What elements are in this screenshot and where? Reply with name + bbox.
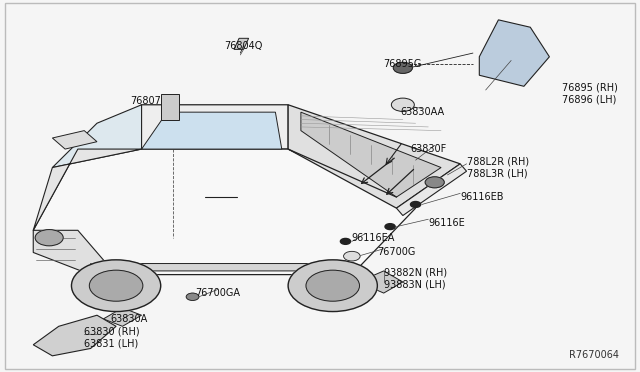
Text: 63830F: 63830F <box>410 144 447 154</box>
Text: 96116E: 96116E <box>428 218 465 228</box>
Text: 63830AA: 63830AA <box>400 107 444 117</box>
Text: R7670064: R7670064 <box>570 350 620 359</box>
Text: 76895G: 76895G <box>383 59 422 69</box>
Circle shape <box>394 62 412 73</box>
Circle shape <box>186 293 199 301</box>
Circle shape <box>392 98 414 112</box>
Circle shape <box>35 230 63 246</box>
Polygon shape <box>33 230 116 275</box>
Polygon shape <box>78 105 288 149</box>
Circle shape <box>340 238 351 244</box>
Text: 76700G: 76700G <box>378 247 416 257</box>
Text: 788L2R (RH)
788L3R (LH): 788L2R (RH) 788L3R (LH) <box>467 157 529 178</box>
FancyBboxPatch shape <box>161 94 179 119</box>
Polygon shape <box>103 308 141 326</box>
Text: 76700GA: 76700GA <box>196 288 241 298</box>
Text: 96116EA: 96116EA <box>352 233 396 243</box>
Polygon shape <box>234 38 248 49</box>
Polygon shape <box>479 20 549 86</box>
Polygon shape <box>396 164 467 215</box>
Polygon shape <box>141 112 282 149</box>
Text: 76807: 76807 <box>130 96 161 106</box>
Polygon shape <box>33 149 415 275</box>
Circle shape <box>344 251 360 261</box>
Polygon shape <box>358 271 403 293</box>
Circle shape <box>306 270 360 301</box>
Circle shape <box>90 270 143 301</box>
Text: 93882N (RH)
93883N (LH): 93882N (RH) 93883N (LH) <box>384 267 447 289</box>
Polygon shape <box>301 112 441 197</box>
Text: 76804Q: 76804Q <box>225 41 263 51</box>
Circle shape <box>410 202 420 208</box>
Text: 63830A: 63830A <box>110 314 147 324</box>
Polygon shape <box>288 105 460 208</box>
Text: 96116EB: 96116EB <box>460 192 504 202</box>
Circle shape <box>425 177 444 188</box>
Polygon shape <box>91 263 358 271</box>
Circle shape <box>72 260 161 311</box>
Polygon shape <box>33 315 116 356</box>
Polygon shape <box>33 149 141 230</box>
Circle shape <box>385 224 395 230</box>
Polygon shape <box>52 131 97 149</box>
Text: 63830 (RH)
63831 (LH): 63830 (RH) 63831 (LH) <box>84 327 140 348</box>
Circle shape <box>288 260 378 311</box>
Text: 76895 (RH)
76896 (LH): 76895 (RH) 76896 (LH) <box>562 83 618 105</box>
Polygon shape <box>52 105 141 167</box>
